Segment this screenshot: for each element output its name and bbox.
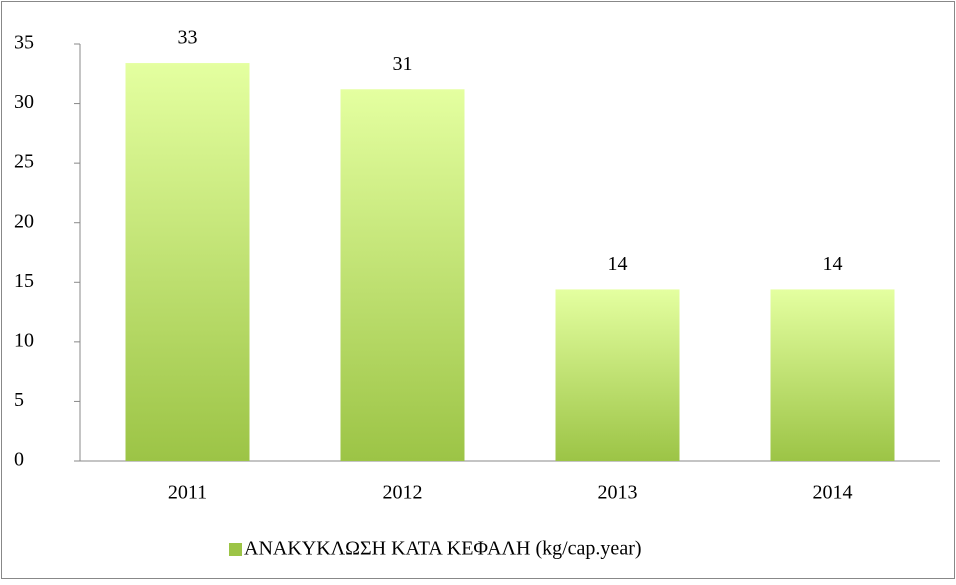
data-label: 31 xyxy=(393,53,413,75)
legend-swatch xyxy=(229,543,242,556)
y-tick-label: 15 xyxy=(14,270,34,292)
y-tick-label: 30 xyxy=(14,91,34,113)
bar xyxy=(770,289,895,461)
x-tick-label: 2011 xyxy=(168,482,207,504)
x-tick-label: 2014 xyxy=(813,482,853,504)
y-tick-label: 0 xyxy=(14,449,24,471)
x-tick-label: 2013 xyxy=(598,482,638,504)
x-tick-label: 2012 xyxy=(383,482,423,504)
data-label: 33 xyxy=(178,27,198,49)
bar xyxy=(340,89,465,461)
y-tick-label: 10 xyxy=(14,329,34,351)
y-tick-label: 20 xyxy=(14,210,34,232)
bar xyxy=(125,63,250,461)
data-label: 14 xyxy=(608,253,628,275)
y-tick-label: 35 xyxy=(14,32,34,54)
legend-label: ΑΝΑΚΥΚΛΩΣΗ ΚΑΤΑ ΚΕΦΑΛΗ (kg/cap.year) xyxy=(244,538,642,560)
data-label: 14 xyxy=(823,253,843,275)
y-tick-label: 5 xyxy=(14,389,24,411)
bar xyxy=(555,289,680,461)
y-tick-label: 25 xyxy=(14,151,34,173)
